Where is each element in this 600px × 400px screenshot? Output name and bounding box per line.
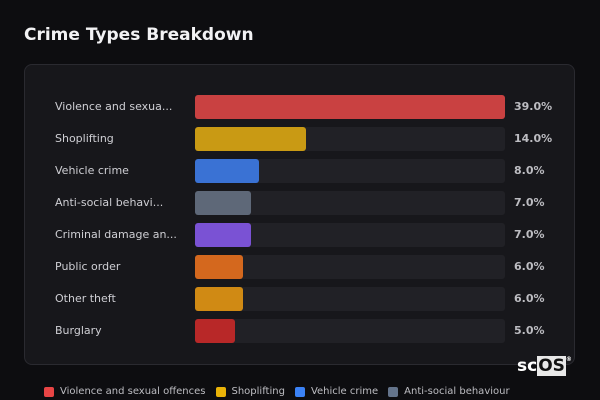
- legend-swatch: [388, 386, 399, 397]
- value-label: 5.0%: [514, 324, 545, 337]
- bar-track: [195, 255, 505, 279]
- legend-label: Shoplifting: [231, 386, 285, 397]
- category-label: Vehicle crime: [55, 164, 129, 177]
- category-label: Other theft: [55, 292, 116, 305]
- chart-title: Crime Types Breakdown: [24, 25, 254, 45]
- bar[interactable]: [195, 319, 235, 343]
- legend-label: Violence and sexual offences: [60, 386, 206, 397]
- bar[interactable]: [195, 95, 505, 119]
- legend-label: Vehicle crime: [310, 386, 379, 397]
- category-label: Burglary: [55, 324, 102, 337]
- bar-row: Other theft 6.0%: [25, 287, 574, 311]
- bar-row: Burglary 5.0%: [25, 319, 574, 343]
- value-label: 39.0%: [514, 100, 553, 113]
- bar-row: Criminal damage an... 7.0%: [25, 223, 574, 247]
- bar-track: [195, 95, 505, 119]
- legend: Violence and sexual offences Shoplifting V…: [44, 386, 510, 397]
- category-label: Shoplifting: [55, 132, 114, 145]
- bar[interactable]: [195, 223, 251, 247]
- bar[interactable]: [195, 191, 251, 215]
- category-label: Criminal damage an...: [55, 228, 177, 241]
- value-label: 7.0%: [514, 228, 545, 241]
- bar-track: [195, 127, 505, 151]
- category-label: Anti-social behavi...: [55, 196, 164, 209]
- logo-mark: ®: [565, 356, 572, 363]
- logo-text-os: OS: [537, 356, 566, 376]
- legend-item[interactable]: Vehicle crime: [294, 386, 379, 397]
- chart-panel: Violence and sexua... 39.0% Shoplifting 1…: [24, 64, 575, 365]
- value-label: 8.0%: [514, 164, 545, 177]
- legend-swatch: [294, 386, 305, 397]
- legend-item[interactable]: Violence and sexual offences: [44, 386, 206, 397]
- bar-row: Violence and sexua... 39.0%: [25, 95, 574, 119]
- value-label: 14.0%: [514, 132, 553, 145]
- legend-swatch: [44, 386, 54, 397]
- bar[interactable]: [195, 159, 259, 183]
- bar-track: [195, 319, 505, 343]
- category-label: Violence and sexua...: [55, 100, 173, 113]
- logo-text: sc: [517, 356, 538, 376]
- bar-row: Public order 6.0%: [25, 255, 574, 279]
- bar-row: Anti-social behavi... 7.0%: [25, 191, 574, 215]
- bar[interactable]: [195, 127, 307, 151]
- value-label: 7.0%: [514, 196, 545, 209]
- bar-row: Vehicle crime 8.0%: [25, 159, 574, 183]
- bar-track: [195, 223, 505, 247]
- bar[interactable]: [195, 287, 243, 311]
- bar-row: Shoplifting 14.0%: [25, 127, 574, 151]
- scos-logo: scOS®: [517, 356, 572, 376]
- bar-track: [195, 287, 505, 311]
- bar[interactable]: [195, 255, 243, 279]
- value-label: 6.0%: [514, 260, 545, 273]
- category-label: Public order: [55, 260, 121, 273]
- bar-track: [195, 159, 505, 183]
- legend-item[interactable]: Shoplifting: [215, 386, 285, 397]
- legend-item[interactable]: Anti-social behaviour: [388, 386, 510, 397]
- legend-swatch: [215, 386, 226, 397]
- bar-track: [195, 191, 505, 215]
- value-label: 6.0%: [514, 292, 545, 305]
- legend-label: Anti-social behaviour: [404, 386, 510, 397]
